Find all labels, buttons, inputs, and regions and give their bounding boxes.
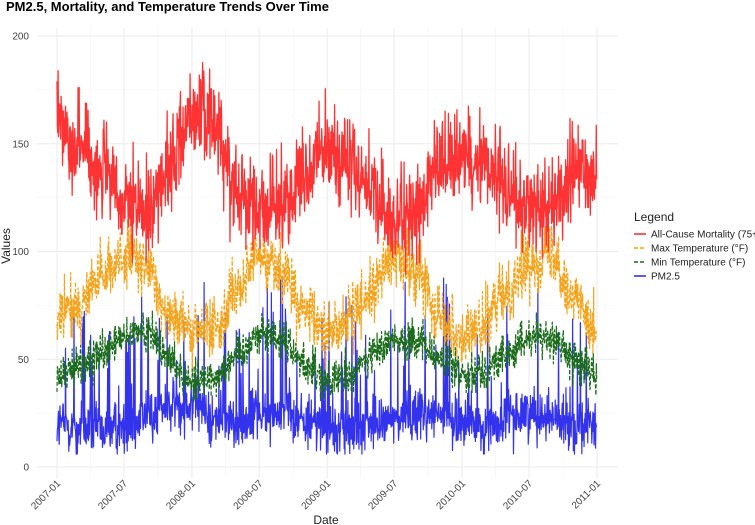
legend-label: PM2.5 bbox=[651, 272, 680, 283]
y-axis: 0 50 100 150 200 bbox=[12, 32, 29, 474]
legend: Legend All-Cause Mortality (75+) Max Temp… bbox=[634, 210, 755, 283]
x-tick-label: 2009-07 bbox=[366, 478, 400, 512]
y-tick-label: 50 bbox=[18, 355, 30, 366]
legend-title: Legend bbox=[634, 210, 674, 224]
y-tick-label: 200 bbox=[12, 32, 29, 43]
x-tick-label: 2010-07 bbox=[501, 478, 535, 512]
x-tick-label: 2011-01 bbox=[570, 478, 604, 512]
series-line-pm2-5 bbox=[56, 275, 598, 455]
x-tick-label: 2009-01 bbox=[300, 478, 334, 512]
x-tick-label: 2007-01 bbox=[29, 478, 63, 512]
legend-label: All-Cause Mortality (75+) bbox=[651, 230, 755, 241]
legend-label: Min Temperature (°F) bbox=[651, 258, 745, 269]
series-line-min-temperature-f bbox=[56, 310, 598, 403]
y-tick-label: 100 bbox=[12, 247, 29, 258]
chart-title: PM2.5, Mortality, and Temperature Trends… bbox=[6, 0, 329, 14]
y-tick-label: 150 bbox=[12, 139, 29, 150]
x-tick-label: 2008-07 bbox=[232, 478, 266, 512]
plot-area bbox=[56, 62, 598, 455]
series-line-max-temperature-f bbox=[56, 212, 598, 372]
x-tick-label: 2008-01 bbox=[164, 478, 198, 512]
series-line-all-cause-mortality-75 bbox=[56, 62, 598, 276]
legend-label: Max Temperature (°F) bbox=[651, 244, 748, 255]
x-tick-label: 2010-01 bbox=[434, 478, 468, 512]
y-tick-label: 0 bbox=[23, 463, 29, 474]
x-axis-title: Date bbox=[313, 513, 339, 525]
x-tick-label: 2007-07 bbox=[96, 478, 130, 512]
y-axis-title: Values bbox=[0, 228, 13, 264]
x-axis: 2007-01 2007-07 2008-01 2008-07 2009-01 2009-… bbox=[29, 478, 603, 512]
